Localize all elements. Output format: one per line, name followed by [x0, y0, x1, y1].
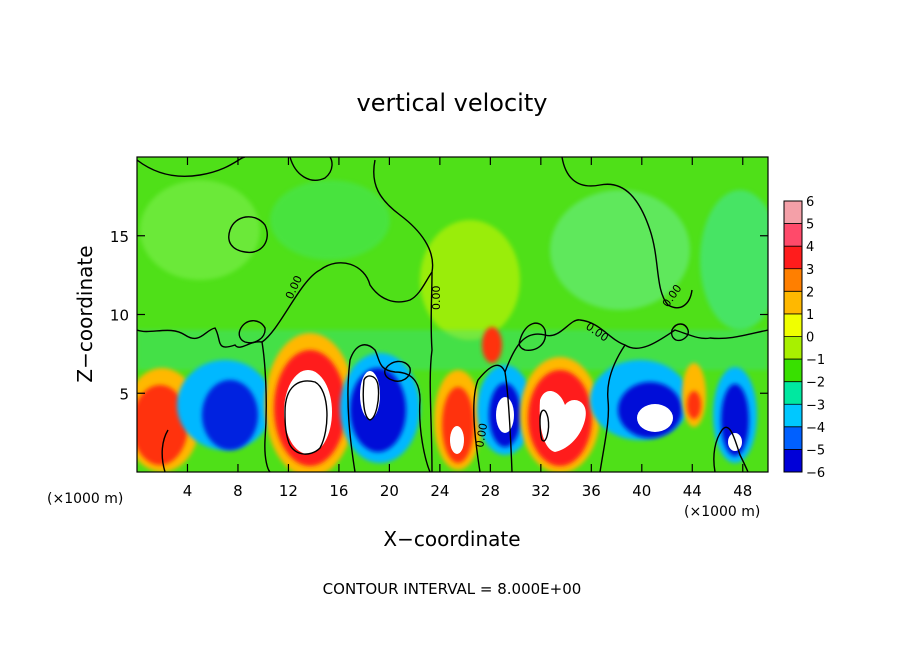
x-tick-label: 48: [733, 482, 752, 500]
upper-field-patch: [270, 180, 390, 260]
contour-label: 0.00: [473, 422, 490, 448]
downdraft-core: [637, 404, 673, 432]
plot-area: [137, 157, 768, 472]
colorbar-segment: [784, 359, 802, 383]
y-tick-label: 5: [119, 385, 129, 403]
colorbar-segment: [784, 223, 802, 247]
zero-contours: [137, 157, 768, 472]
x-tick-label: 32: [531, 482, 550, 500]
colorbar-segment: [784, 246, 802, 270]
chart-title: vertical velocity: [357, 89, 548, 117]
downdraft-region: [721, 384, 749, 456]
colorbar-segment: [784, 313, 802, 337]
upper-field-patch: [140, 180, 260, 280]
contour-line: [284, 380, 328, 455]
colorbar-label: 5: [806, 218, 814, 233]
colorbar-segment: [784, 381, 802, 405]
field-blobs: [137, 180, 768, 472]
updraft-core: [450, 426, 464, 454]
contour-line: [539, 409, 550, 442]
x-tick-label: 4: [183, 482, 193, 500]
x-tick-label: 44: [683, 482, 702, 500]
colorbar-label: −6: [806, 466, 825, 481]
contour-line: [670, 323, 689, 342]
colorbar-segment: [784, 291, 802, 315]
upper-field-patch: [550, 190, 690, 310]
y-tick-label: 10: [110, 307, 129, 325]
colorbar-label: −5: [806, 443, 825, 458]
colorbar-segment: [784, 268, 802, 292]
contour-line: [599, 344, 626, 472]
updraft-region: [687, 391, 701, 419]
colorbar-segment: [784, 426, 802, 450]
x-axis-title: X−coordinate: [383, 527, 520, 551]
contour-line: [362, 375, 380, 421]
colorbar-segment: [784, 404, 802, 428]
x-tick-label: 36: [582, 482, 601, 500]
contour-line: [384, 360, 411, 382]
colorbar-label: 3: [806, 263, 814, 278]
contour-label: 0.00: [430, 286, 443, 311]
downdraft-core: [360, 371, 380, 419]
x-axis: 4 8 12 16 20 24 28 32 36 40 44 48: [183, 157, 752, 500]
updraft-region: [137, 385, 188, 465]
contour-line: [473, 364, 513, 472]
contour-line: [347, 344, 431, 472]
y-tick-label: 15: [110, 228, 129, 246]
contour-line: [261, 159, 434, 343]
colorbar-label: −4: [806, 421, 825, 436]
x-scale-note-left: (×1000 m): [47, 491, 123, 507]
contour-line: [289, 157, 333, 181]
colorbar-label: −1: [806, 353, 825, 368]
colorbar-label: −2: [806, 376, 825, 391]
x-tick-label: 16: [329, 482, 348, 500]
y-axis: 5 10 15: [110, 228, 768, 403]
updraft-region: [442, 387, 474, 463]
x-scale-note-right: (×1000 m): [684, 504, 760, 520]
contour-line: [137, 327, 271, 472]
y-axis-title: Z−coordinate: [73, 245, 97, 382]
contour-line: [238, 320, 266, 344]
upper-field-patch: [420, 220, 520, 340]
x-tick-label: 40: [632, 482, 651, 500]
colorbar-label: −3: [806, 398, 825, 413]
colorbar-segment: [784, 336, 802, 360]
contour-line: [561, 157, 693, 309]
contour-line: [518, 322, 547, 352]
colorbar: 6 5 4 3 2 1 0 −1 −2 −3 −4 −5 −6: [783, 195, 825, 481]
downdraft-core: [496, 397, 514, 433]
contour-line: [429, 271, 433, 472]
colorbar-segment: [784, 449, 802, 473]
x-tick-label: 20: [380, 482, 399, 500]
colorbar-label: 4: [806, 240, 814, 255]
x-tick-label: 28: [481, 482, 500, 500]
contour-line: [228, 216, 268, 254]
updraft-core: [539, 390, 586, 452]
colorbar-label: 6: [806, 195, 814, 210]
x-tick-label: 24: [430, 482, 449, 500]
contour-line: [713, 426, 749, 472]
contour-interval-footer: CONTOUR INTERVAL = 8.000E+00: [323, 580, 582, 598]
upper-field-patch: [700, 190, 768, 330]
contour-line: [161, 429, 169, 472]
x-tick-label: 8: [233, 482, 243, 500]
colorbar-segment: [784, 201, 802, 225]
x-tick-label: 12: [279, 482, 298, 500]
updraft-region: [482, 327, 502, 363]
downdraft-region: [202, 380, 258, 450]
colorbar-label: 1: [806, 308, 814, 323]
colorbar-label: 0: [806, 331, 814, 346]
colorbar-label: 2: [806, 285, 814, 300]
updraft-core: [284, 370, 332, 454]
